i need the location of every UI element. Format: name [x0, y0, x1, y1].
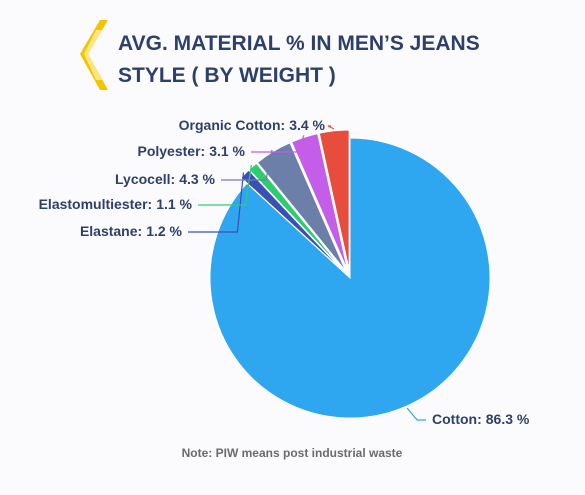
chart-title: AVG. MATERIAL % IN MEN’S JEANS [118, 32, 480, 55]
value-label: 1.1 % [156, 196, 192, 212]
leader-line [251, 135, 305, 153]
category-label: Lycocell: [115, 171, 175, 187]
value-label: 4.3 % [179, 171, 215, 187]
pie-slice [318, 129, 350, 271]
leader-line [406, 407, 426, 421]
category-label: Elastane: [80, 223, 142, 239]
category-label: Cotton: [432, 411, 482, 427]
category-label: Polyester: [137, 143, 205, 159]
data-label: Organic Cotton: 3.4 % [179, 117, 326, 133]
pie-slice [240, 169, 345, 273]
leader-line [188, 172, 245, 233]
chart-title: STYLE ( BY WEIGHT ) [118, 64, 336, 87]
category-label: Organic Cotton: [179, 117, 286, 133]
category-label: Elastomultiester: [39, 196, 153, 212]
leader-line [221, 149, 273, 181]
data-label: Elastomultiester: 1.1 % [39, 196, 193, 212]
value-label: 3.4 % [289, 117, 325, 133]
data-label: Polyester: 3.1 % [137, 143, 245, 159]
value-label: 1.2 % [146, 223, 182, 239]
data-label: Cotton: 86.3 % [432, 411, 530, 427]
value-label: 86.3 % [486, 411, 530, 427]
value-label: 3.1 % [209, 143, 245, 159]
note: Note: PIW means post industrial waste [182, 446, 403, 460]
pie-slice [290, 133, 349, 271]
data-label: Elastane: 1.2 % [80, 223, 183, 239]
chevron-inner [84, 30, 102, 80]
pie [209, 129, 491, 419]
leader-line [198, 164, 252, 206]
leader-line [327, 125, 335, 130]
pie-slice [209, 137, 491, 419]
pie-slice [248, 162, 346, 273]
data-label: Lycocell: 4.3 % [115, 171, 216, 187]
